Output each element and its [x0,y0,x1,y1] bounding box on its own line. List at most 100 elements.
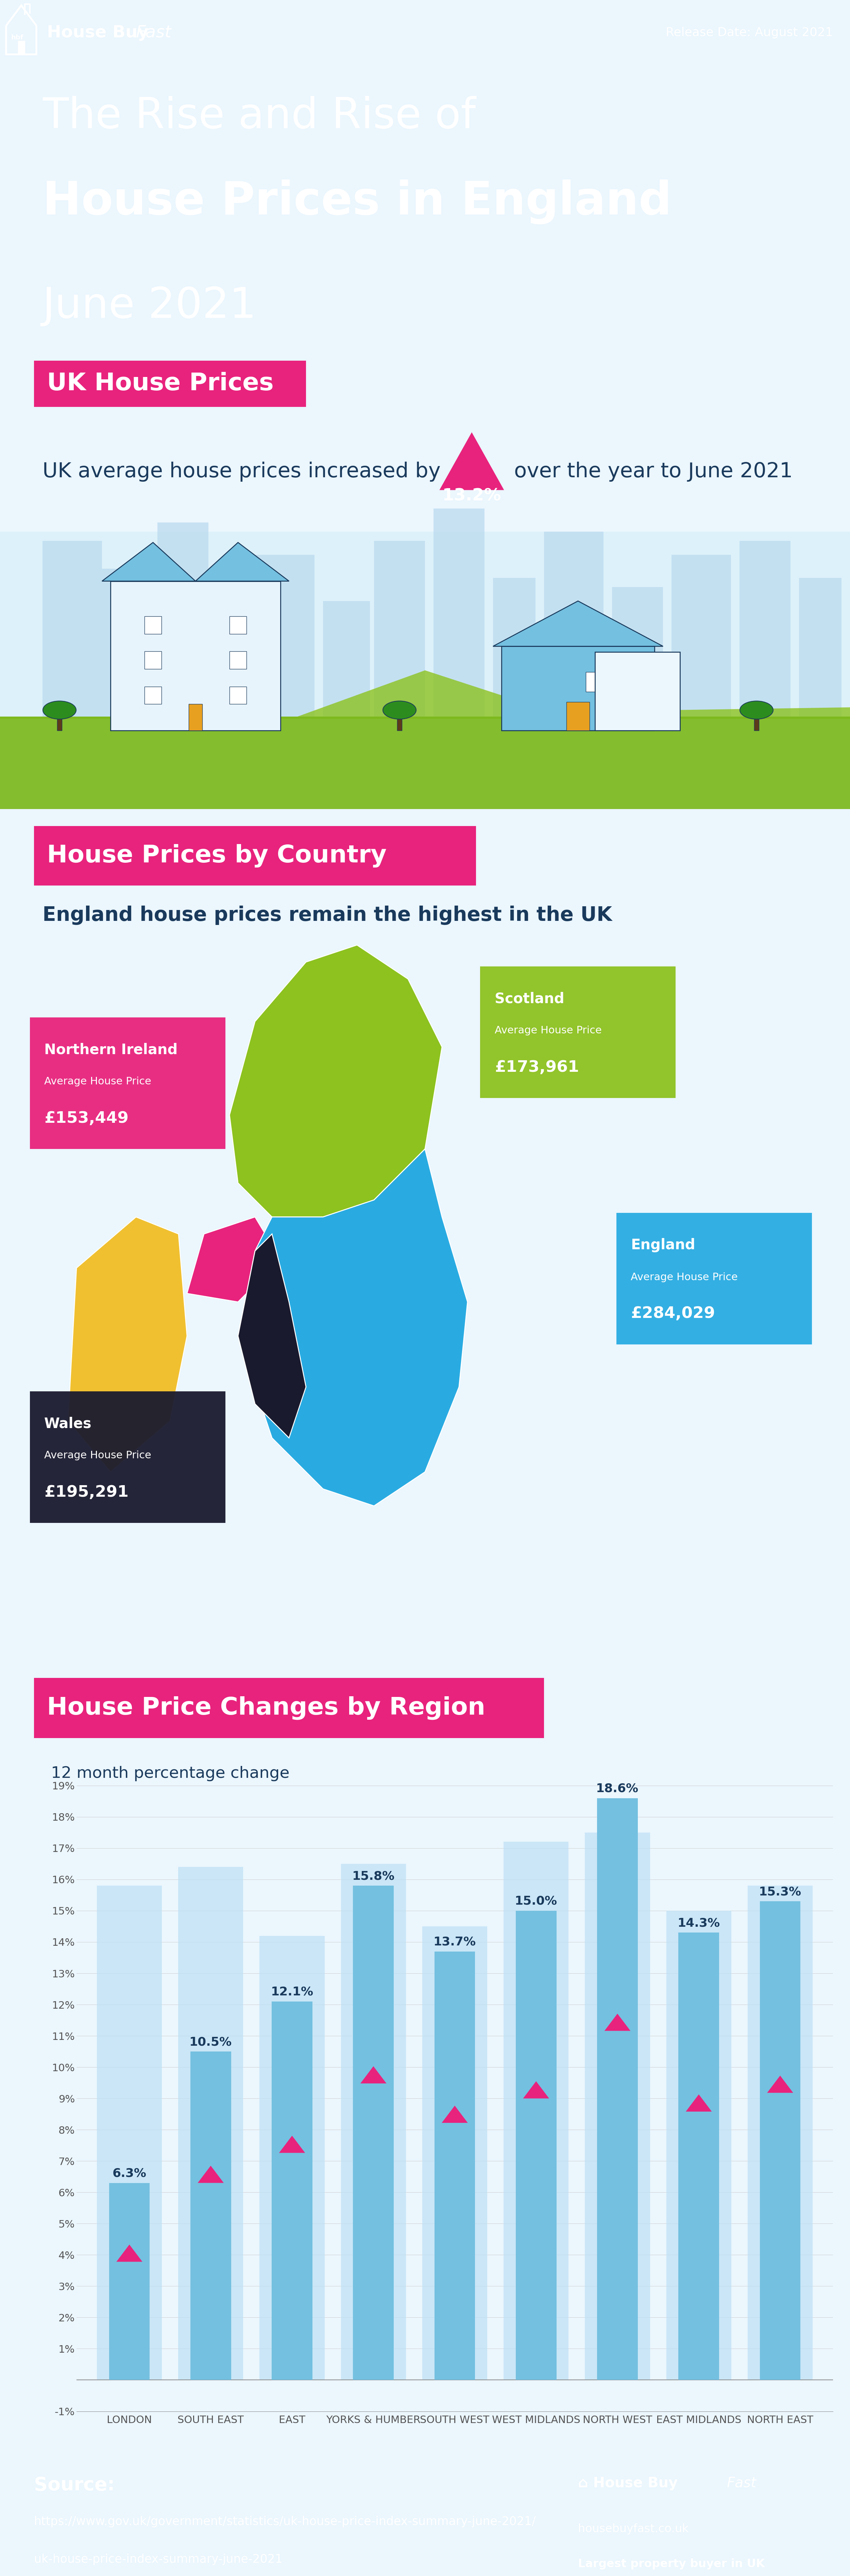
Polygon shape [187,1216,280,1301]
Polygon shape [198,2166,224,2182]
FancyBboxPatch shape [0,531,850,809]
Polygon shape [523,2081,549,2099]
FancyBboxPatch shape [111,582,280,732]
Bar [272,2002,313,2380]
FancyBboxPatch shape [145,616,162,634]
FancyBboxPatch shape [434,507,484,716]
Text: Largest property buyer in UK: Largest property buyer in UK [578,2558,765,2571]
FancyBboxPatch shape [612,587,663,716]
Polygon shape [116,2244,143,2262]
Circle shape [42,701,76,719]
FancyBboxPatch shape [740,541,790,716]
FancyBboxPatch shape [323,600,370,716]
FancyBboxPatch shape [189,703,202,732]
Text: Average House Price: Average House Price [631,1273,738,1283]
FancyBboxPatch shape [34,361,306,407]
FancyBboxPatch shape [30,1018,225,1149]
Polygon shape [686,2094,711,2112]
Text: hbf: hbf [11,33,24,41]
Text: 6.3%: 6.3% [112,2166,146,2179]
Bar [190,2050,231,2380]
Bar [748,1886,813,2380]
Polygon shape [230,945,442,1216]
FancyBboxPatch shape [255,554,314,716]
Text: uk-house-price-index-summary-june-2021: uk-house-price-index-summary-june-2021 [34,2553,282,2566]
Text: Fast: Fast [136,26,172,41]
FancyBboxPatch shape [145,652,162,670]
Text: 13.7%: 13.7% [434,1937,476,1947]
Text: House Prices in England: House Prices in England [42,180,672,224]
Text: House Prices by Country: House Prices by Country [47,845,387,868]
FancyBboxPatch shape [213,587,255,716]
Polygon shape [279,2136,305,2154]
Bar [178,1868,243,2380]
Text: 18.6%: 18.6% [596,1783,638,1795]
FancyBboxPatch shape [30,1391,225,1522]
FancyBboxPatch shape [145,688,162,703]
Text: Average House Price: Average House Price [495,1025,602,1036]
FancyBboxPatch shape [672,554,731,716]
FancyBboxPatch shape [493,577,536,716]
Polygon shape [238,1234,306,1437]
Text: House Buy: House Buy [47,26,155,41]
Text: housebuyfast.co.uk: housebuyfast.co.uk [578,2524,689,2535]
FancyBboxPatch shape [397,719,402,732]
Polygon shape [360,2066,387,2084]
FancyBboxPatch shape [567,703,590,732]
Polygon shape [0,670,850,719]
Text: 14.3%: 14.3% [677,1917,720,1929]
Text: https://www.gov.uk/government/statistics/uk-house-price-index-summary-june-2021/: https://www.gov.uk/government/statistics… [34,2517,536,2527]
Bar [259,1935,325,2380]
Text: 12.1%: 12.1% [271,1986,314,1999]
Polygon shape [102,544,289,582]
Text: Northern Ireland: Northern Ireland [44,1043,178,1056]
Polygon shape [442,2105,468,2123]
Text: England: England [631,1239,695,1252]
Polygon shape [68,1216,187,1471]
Text: 13.2%: 13.2% [442,487,502,505]
FancyBboxPatch shape [480,966,676,1097]
FancyBboxPatch shape [374,541,425,716]
Text: Release Date: August 2021: Release Date: August 2021 [666,26,833,39]
Text: Scotland: Scotland [495,992,564,1007]
Polygon shape [238,1149,468,1507]
FancyBboxPatch shape [57,719,62,732]
Text: UK average house prices increased by: UK average house prices increased by [42,461,440,482]
Text: Average House Price: Average House Price [44,1077,151,1087]
Text: ⌂ House Buy: ⌂ House Buy [578,2476,683,2491]
Circle shape [740,701,774,719]
Bar [585,1832,650,2380]
Bar [353,1886,394,2380]
FancyBboxPatch shape [754,719,759,732]
Bar [503,1842,569,2380]
Text: over the year to June 2021: over the year to June 2021 [514,461,793,482]
FancyBboxPatch shape [42,541,102,716]
FancyBboxPatch shape [34,827,476,886]
Circle shape [382,701,417,719]
Text: 15.0%: 15.0% [515,1896,558,1906]
Bar [597,1798,638,2380]
Text: Wales: Wales [44,1417,92,1430]
FancyBboxPatch shape [616,1213,812,1345]
FancyBboxPatch shape [595,652,680,732]
FancyBboxPatch shape [586,672,613,690]
Bar [434,1953,475,2380]
Text: Average House Price: Average House Price [44,1450,151,1461]
Polygon shape [493,600,663,647]
FancyBboxPatch shape [544,531,604,716]
Text: 15.3%: 15.3% [759,1886,802,1899]
FancyBboxPatch shape [502,647,654,732]
Bar [97,1886,162,2380]
FancyBboxPatch shape [102,569,149,716]
Text: 15.8%: 15.8% [352,1870,394,1883]
Text: 10.5%: 10.5% [190,2035,232,2048]
Text: UK House Prices: UK House Prices [47,371,274,397]
FancyBboxPatch shape [230,688,246,703]
Text: June 2021: June 2021 [42,286,257,327]
Bar [422,1927,487,2380]
FancyBboxPatch shape [0,716,850,809]
Text: £284,029: £284,029 [631,1306,715,1321]
Text: The Rise and Rise of: The Rise and Rise of [42,95,476,137]
FancyBboxPatch shape [34,1677,544,1739]
Polygon shape [439,433,504,489]
